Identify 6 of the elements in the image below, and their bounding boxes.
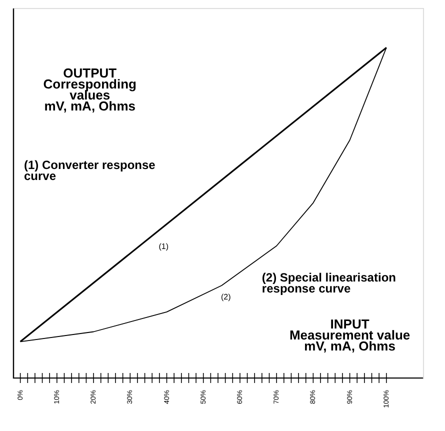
x-axis-title: INPUT Measurement value mV, mA, Ohms (289, 316, 410, 354)
series-label: (1) (158, 242, 169, 251)
annotation: (2) Special linearisation response curve (262, 270, 396, 296)
annotation: (1) Converter response curve (24, 158, 156, 183)
y-axis-title: OUTPUT Corresponding values mV, mA, Ohms (43, 65, 137, 114)
series-label: (2) (221, 292, 232, 302)
